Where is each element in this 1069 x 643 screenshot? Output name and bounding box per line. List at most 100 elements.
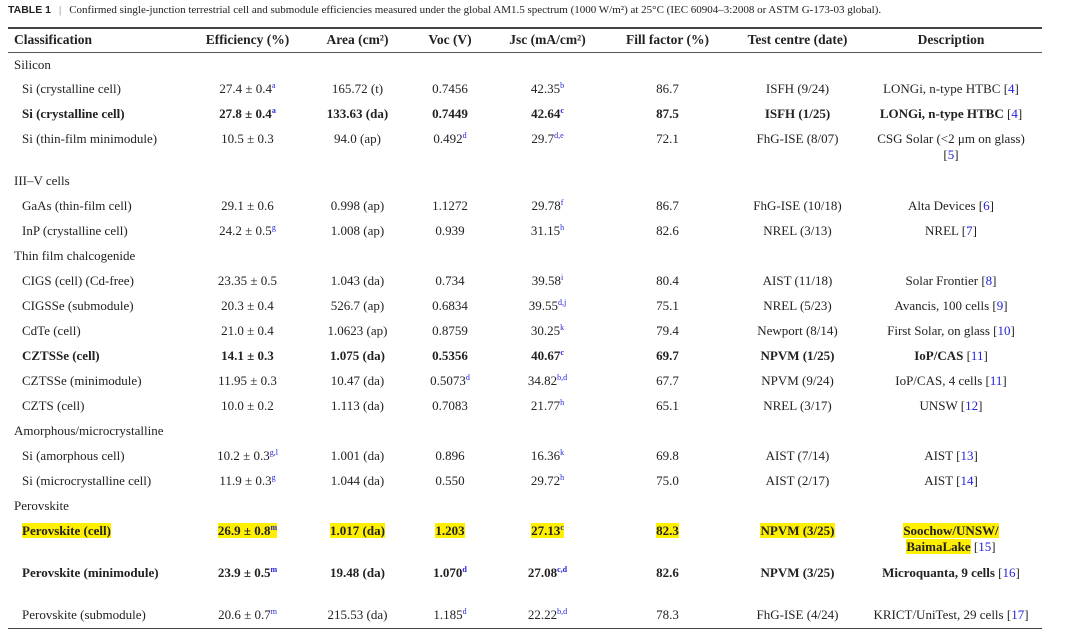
cell-value: Perovskite (submodule) [22,607,146,622]
table-row: CZTS (cell) 10.0 ± 0.2 1.113 (da) 0.7083 21.… [8,394,1042,419]
cell-efficiency: 20.6 ± 0.7m [185,603,310,629]
cell-text: CdTe (cell) [22,323,81,338]
reference-link[interactable]: [12] [960,398,983,413]
reference-link[interactable]: [15] [973,539,996,554]
footnote-link[interactable]: d [462,565,467,574]
reference-link[interactable]: [5] [943,147,959,162]
reference-link[interactable]: [7] [961,223,977,238]
reference-number[interactable]: 9 [996,298,1004,313]
cell-description: KRICT/UniTest, 29 cells [17] [860,603,1042,629]
reference-link[interactable]: [6] [978,198,994,213]
cell-text: 26.9 ± 0.8m [217,523,278,538]
footnote-link[interactable]: b,d [557,373,568,382]
footnote-link[interactable]: g,l [269,448,278,457]
cell-text: 29.72h [531,473,564,488]
reference-number[interactable]: 6 [983,198,990,213]
footnote-link[interactable]: c,d [557,565,568,574]
cell-value: Microquanta, 9 cells [882,565,995,580]
reference-link[interactable]: [17] [1006,607,1029,622]
cell-value: AIST (2/17) [765,473,830,488]
cell-text: 69.7 [656,348,679,363]
reference-number[interactable]: 14 [960,473,974,488]
cell-text: 1.075 (da) [330,348,385,363]
cell-value: NREL (3/13) [763,223,832,238]
reference-number[interactable]: 5 [947,147,955,162]
cell-description: Solar Frontier [8] [860,269,1042,294]
reference-number[interactable]: 7 [966,223,973,238]
cell-area: 1.0623 (ap) [310,319,405,344]
footnote-link[interactable]: d [465,373,470,382]
reference-number[interactable]: 15 [978,539,992,554]
cell-jsc: 30.25k [495,319,600,344]
cell-value: 27.13 [531,523,561,538]
header-classification: Classification [8,27,185,53]
caption-text: Confirmed single-junction terrestrial ce… [69,4,882,16]
reference-link[interactable]: [4] [1006,106,1023,121]
cell-text: Si (thin-film minimodule) [22,131,157,146]
cell-text: 82.6 [656,223,679,238]
footnote-link[interactable]: c [560,106,564,115]
footnote-link[interactable]: m [270,607,277,616]
footnote-link[interactable]: b,d [557,607,568,616]
reference-number[interactable]: 4 [1008,81,1015,96]
footnote-link[interactable]: k [560,448,565,457]
reference-link[interactable]: [14] [956,473,978,488]
table-row: Si (crystalline cell) 27.8 ± 0.4a 133.63 (… [8,102,1042,127]
reference-number[interactable]: 10 [997,323,1011,338]
cell-classification: Si (thin-film minimodule) [8,127,185,169]
reference-link[interactable]: [10] [993,323,1015,338]
footnote-link[interactable]: d [462,131,467,140]
footnote-link[interactable]: a [272,81,276,90]
cell-classification: CZTSSe (minimodule) [8,369,185,394]
footnote-link[interactable]: m [270,565,278,574]
footnote-link[interactable]: c [560,523,564,532]
footnote-link[interactable]: a [271,106,276,115]
footnote-link[interactable]: d,j [558,298,567,307]
cell-fill-factor: 82.3 [600,519,735,561]
footnote-link[interactable]: k [560,323,565,332]
cell-text: 86.7 [656,81,679,96]
reference-number[interactable]: 11 [989,373,1003,388]
reference-link[interactable]: [16] [998,565,1020,580]
footnote-link[interactable]: d [462,607,467,616]
group-label: III–V cells [14,173,70,188]
cell-classification: CZTS (cell) [8,394,185,419]
reference-number[interactable]: 11 [970,348,984,363]
cell-voc: 1.203 [405,519,495,561]
reference-number[interactable]: 13 [960,448,974,463]
footnote-link[interactable]: h [560,473,565,482]
reference-number[interactable]: 16 [1002,565,1016,580]
footnote-link[interactable]: g [271,473,276,482]
reference-link[interactable]: [8] [981,273,997,288]
footnote-link[interactable]: f [560,198,564,207]
cell-value: 87.5 [656,106,679,121]
footnote-link[interactable]: i [561,273,564,282]
cell-description: IoP/CAS, 4 cells [11] [860,369,1042,394]
cell-voc: 1.185d [405,603,495,629]
reference-link[interactable]: [11] [966,348,988,363]
footnote-link[interactable]: g [271,223,276,232]
cell-fill-factor: 82.6 [600,561,735,603]
footnote-link[interactable]: h [560,398,565,407]
cell-value: 1.017 (da) [330,523,385,538]
footnote-link[interactable]: h [560,223,565,232]
reference-number[interactable]: 4 [1011,106,1018,121]
cell-value: 0.5073 [430,373,466,388]
table-row: Si (amorphous cell) 10.2 ± 0.3g,l 1.001 (d… [8,444,1042,469]
cell-voc: 0.6834 [405,294,495,319]
footnote-link[interactable]: m [270,523,278,532]
cell-text: 1.070d [433,565,467,580]
header-voc: Voc (V) [405,27,495,53]
cell-text: 40.67c [531,348,564,363]
footnote-link[interactable]: b [560,81,565,90]
footnote-link[interactable]: c [560,348,564,357]
reference-link[interactable]: [9] [992,298,1008,313]
reference-link[interactable]: [4] [1003,81,1019,96]
reference-number[interactable]: 8 [985,273,993,288]
cell-value: 0.492 [433,131,463,146]
reference-number[interactable]: 17 [1011,607,1025,622]
reference-link[interactable]: [13] [956,448,978,463]
reference-number[interactable]: 12 [965,398,979,413]
footnote-link[interactable]: d,e [554,131,564,140]
reference-link[interactable]: [11] [985,373,1007,388]
